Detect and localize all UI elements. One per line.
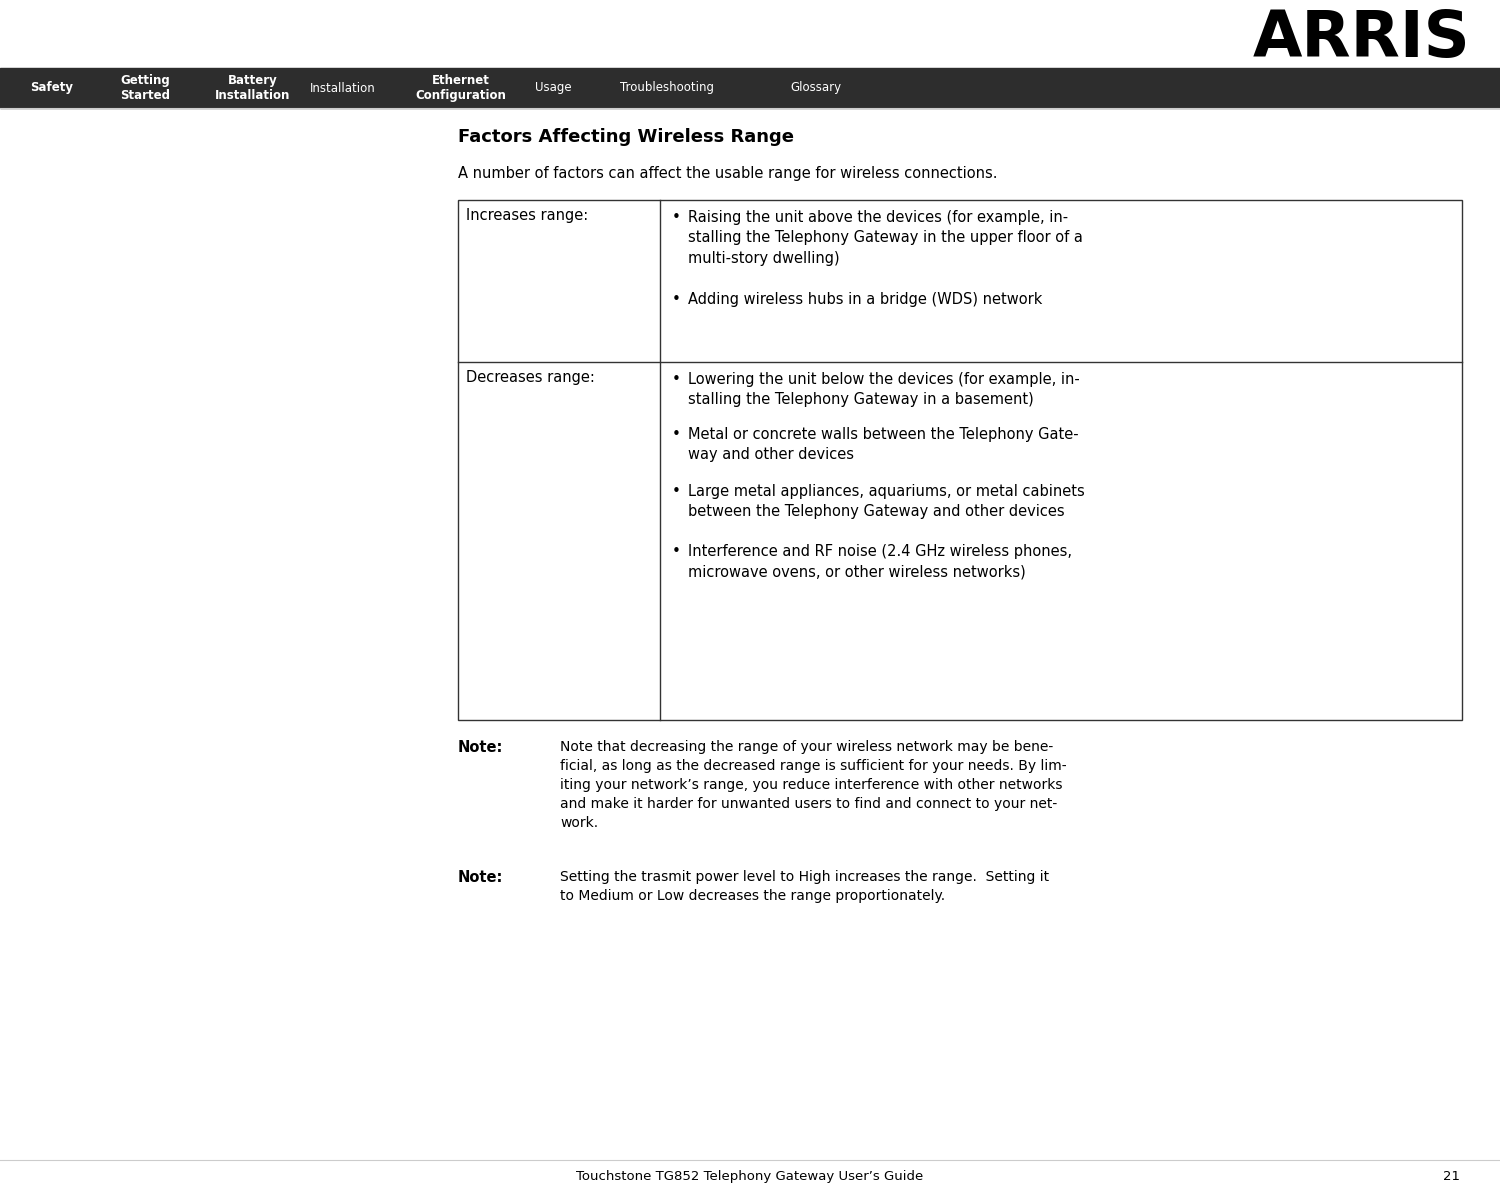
Bar [458, 200, 1462, 721]
Text: Increases range:: Increases range: [466, 207, 588, 223]
Text: Troubleshooting: Troubleshooting [620, 82, 714, 95]
Text: 21: 21 [1443, 1170, 1460, 1183]
Text: Installation: Installation [310, 82, 375, 95]
Text: •: • [672, 210, 681, 225]
Text: Interference and RF noise (2.4 GHz wireless phones,
microwave ovens, or other wi: Interference and RF noise (2.4 GHz wirel… [688, 544, 1072, 579]
Text: Large metal appliances, aquariums, or metal cabinets
between the Telephony Gatew: Large metal appliances, aquariums, or me… [688, 484, 1084, 519]
Text: Note:: Note: [458, 740, 504, 755]
Text: Setting the trasmit power level to High increases the range.  Setting it
to Medi: Setting the trasmit power level to High … [560, 870, 1048, 903]
Bar [0, 68, 1500, 108]
Text: •: • [672, 293, 681, 307]
Text: Lowering the unit below the devices (for example, in-
stalling the Telephony Gat: Lowering the unit below the devices (for… [688, 372, 1080, 408]
Text: Note that decreasing the range of your wireless network may be bene-
ficial, as : Note that decreasing the range of your w… [560, 740, 1066, 830]
Text: Adding wireless hubs in a bridge (WDS) network: Adding wireless hubs in a bridge (WDS) n… [688, 293, 1042, 307]
Text: Usage: Usage [536, 82, 572, 95]
Text: Factors Affecting Wireless Range: Factors Affecting Wireless Range [458, 128, 794, 146]
Text: •: • [672, 372, 681, 387]
Text: Safety: Safety [30, 82, 74, 95]
Text: Metal or concrete walls between the Telephony Gate-
way and other devices: Metal or concrete walls between the Tele… [688, 427, 1078, 463]
Text: •: • [672, 484, 681, 499]
Text: A number of factors can affect the usable range for wireless connections.: A number of factors can affect the usabl… [458, 165, 998, 181]
Text: Glossary: Glossary [790, 82, 842, 95]
Text: Ethernet
Configuration: Ethernet Configuration [416, 74, 506, 102]
Text: Battery
Installation: Battery Installation [214, 74, 291, 102]
Text: Getting
Started: Getting Started [120, 74, 170, 102]
Text: Decreases range:: Decreases range: [466, 370, 596, 385]
Text: Raising the unit above the devices (for example, in-
stalling the Telephony Gate: Raising the unit above the devices (for … [688, 210, 1083, 266]
Text: •: • [672, 544, 681, 559]
Text: Note:: Note: [458, 870, 504, 885]
Text: ARRIS: ARRIS [1252, 8, 1470, 70]
Text: •: • [672, 427, 681, 442]
Text: Touchstone TG852 Telephony Gateway User’s Guide: Touchstone TG852 Telephony Gateway User’… [576, 1170, 924, 1183]
